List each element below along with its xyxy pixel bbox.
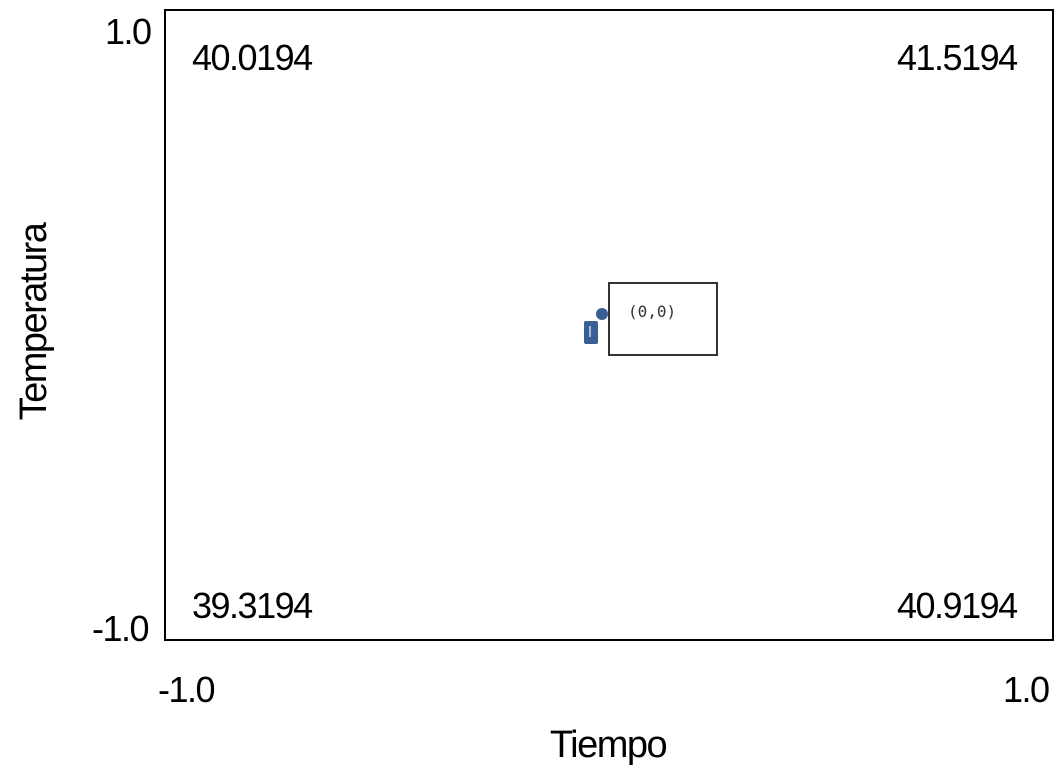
corner-value-top-right: 41.5194 (897, 37, 1018, 78)
corner-value-bottom-left: 39.3194 (192, 585, 313, 626)
plot-area (164, 9, 1054, 641)
x-axis-label: Tiempo (549, 724, 668, 766)
origin-drag-handle[interactable] (584, 321, 598, 344)
origin-point-marker[interactable] (596, 308, 608, 320)
origin-annotation-label: (0,0) (628, 302, 677, 321)
y-tick-max: 1.0 (105, 11, 152, 52)
x-tick-min: -1.0 (158, 669, 216, 710)
y-axis-label: Temperatura (13, 223, 55, 421)
y-tick-min: -1.0 (92, 608, 150, 649)
x-tick-max: 1.0 (1003, 669, 1050, 710)
corner-value-bottom-right: 40.9194 (897, 585, 1018, 626)
corner-value-top-left: 40.0194 (192, 37, 313, 78)
origin-annotation-box (608, 282, 718, 356)
